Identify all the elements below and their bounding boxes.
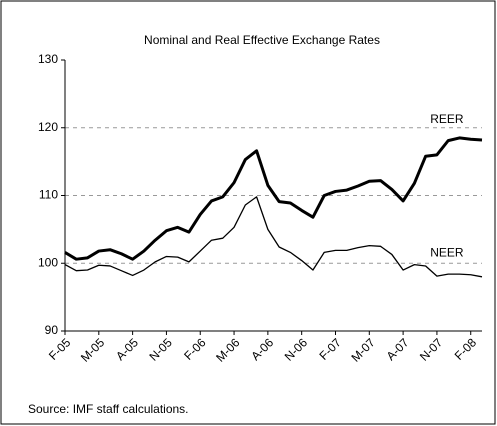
y-tick-label: 110 <box>39 188 58 202</box>
y-tick-label: 130 <box>38 52 58 66</box>
y-tick-label: 100 <box>38 255 58 269</box>
source-note: Source: IMF staff calculations. <box>28 402 189 416</box>
y-tick-label: 90 <box>45 323 59 337</box>
y-tick-label: 120 <box>38 120 58 134</box>
series-label: NEER <box>430 245 464 259</box>
series-line <box>64 136 483 261</box>
series-label: REER <box>430 112 464 126</box>
series-line <box>64 196 483 278</box>
chart-title: Nominal and Real Effective Exchange Rate… <box>144 33 380 47</box>
